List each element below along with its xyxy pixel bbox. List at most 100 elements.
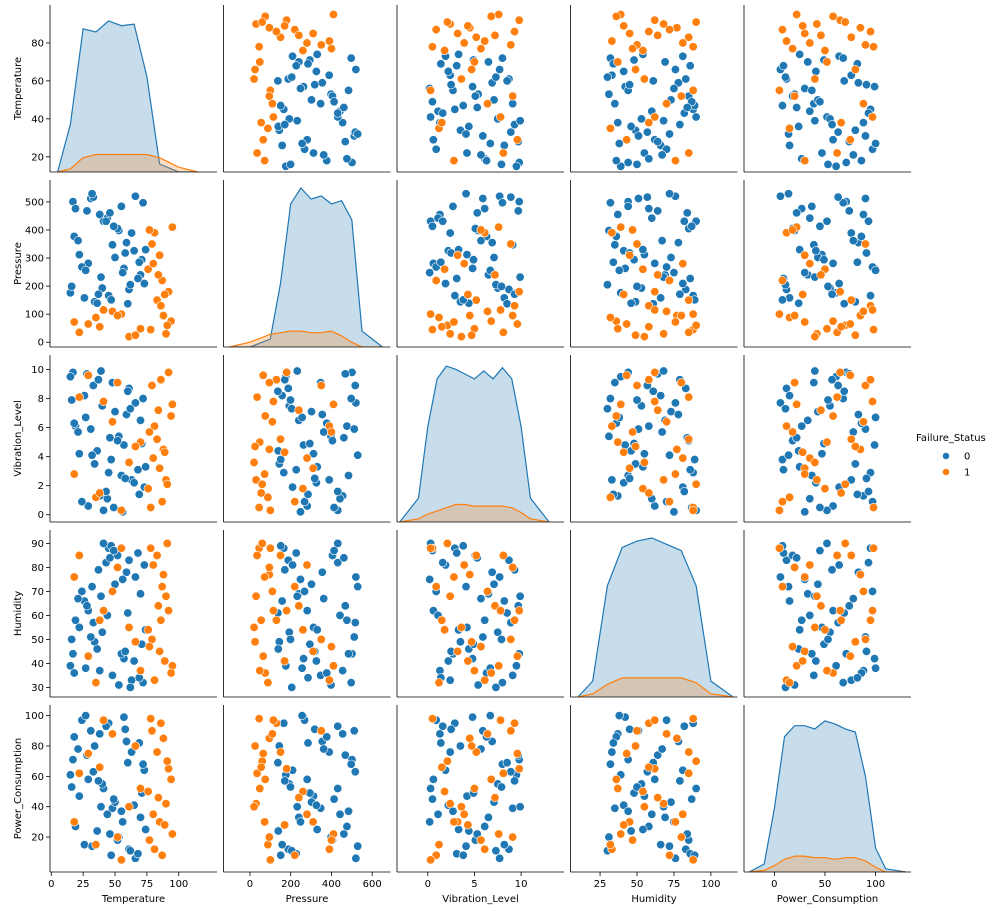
point [788, 44, 798, 54]
point [486, 316, 496, 326]
point [109, 794, 119, 804]
point [453, 646, 463, 656]
point [427, 714, 437, 724]
point [67, 281, 77, 291]
panel [249, 366, 363, 517]
point [462, 250, 472, 260]
x-axis-label: Vibration_Level [442, 894, 519, 905]
point [263, 840, 273, 850]
point [130, 330, 140, 340]
x-axis-label: Power_Consumption [777, 894, 878, 905]
point [508, 670, 518, 680]
point [276, 747, 286, 757]
point [167, 829, 177, 839]
point [116, 505, 126, 515]
point [255, 783, 265, 793]
kde-line [399, 365, 550, 522]
point [286, 395, 296, 405]
point [679, 487, 689, 497]
point [353, 582, 363, 592]
point [157, 582, 167, 592]
point [511, 161, 521, 171]
point [785, 391, 795, 401]
point [774, 505, 784, 515]
point [607, 475, 617, 485]
point [119, 712, 129, 722]
point [340, 137, 350, 147]
point [446, 724, 456, 734]
point [335, 809, 345, 819]
point [823, 159, 833, 169]
point [869, 42, 879, 52]
point [497, 678, 507, 688]
point [784, 450, 794, 460]
kde-line [577, 677, 734, 697]
point [828, 411, 838, 421]
point [788, 427, 798, 437]
point [607, 747, 617, 757]
point [90, 459, 100, 469]
point [866, 27, 876, 37]
point [816, 601, 826, 611]
point [659, 475, 669, 485]
point [445, 228, 455, 238]
point [610, 378, 620, 388]
point [83, 651, 93, 661]
point [286, 634, 296, 644]
point [823, 395, 833, 405]
point [619, 66, 629, 76]
point [454, 824, 464, 834]
point [810, 116, 820, 126]
point [810, 457, 820, 467]
point [800, 507, 810, 517]
point [839, 386, 849, 396]
point [502, 76, 512, 86]
point [835, 287, 845, 297]
point [162, 320, 172, 330]
point [662, 417, 672, 427]
x-tick-label: 200 [281, 879, 300, 890]
point [280, 656, 290, 666]
point [91, 313, 101, 323]
point [653, 30, 663, 40]
point [138, 759, 148, 769]
panel [748, 720, 906, 872]
point [458, 541, 468, 551]
point [691, 320, 701, 330]
y-tick-label: 300 [25, 254, 44, 265]
point [150, 844, 160, 854]
point [118, 817, 128, 827]
point [67, 634, 77, 644]
point [650, 367, 660, 377]
point [437, 762, 447, 772]
point [836, 322, 846, 332]
point [431, 275, 441, 285]
point [276, 850, 286, 860]
point [605, 840, 615, 850]
point [164, 367, 174, 377]
point [73, 427, 83, 437]
point [461, 582, 471, 592]
point [836, 118, 846, 128]
x-axis-label: Temperature [101, 894, 165, 905]
point [688, 714, 698, 724]
point [785, 596, 795, 606]
point [605, 123, 615, 133]
panel [774, 189, 881, 342]
point [670, 817, 680, 827]
point [670, 65, 680, 75]
point [113, 832, 123, 842]
panel [774, 9, 881, 171]
point [777, 25, 787, 35]
point [775, 398, 785, 408]
point [780, 72, 790, 82]
point [329, 546, 339, 556]
point [670, 398, 680, 408]
point [467, 741, 477, 751]
point [156, 301, 166, 311]
point [858, 210, 868, 220]
point [688, 85, 698, 95]
point [102, 494, 112, 504]
point [65, 372, 75, 382]
point [607, 421, 617, 431]
